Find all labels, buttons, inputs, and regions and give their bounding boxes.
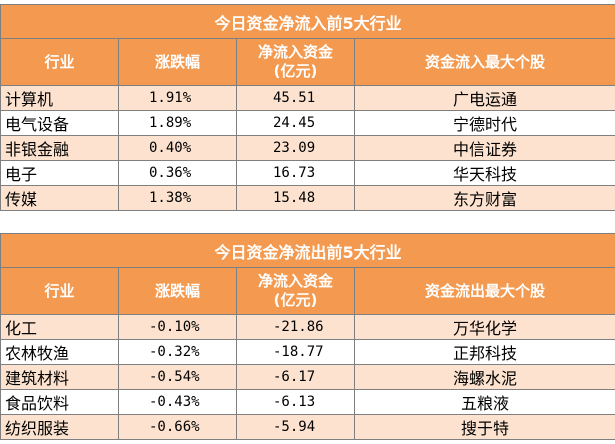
stock-cell: 宁德时代 (353, 110, 615, 136)
industry-cell: 电子 (0, 160, 119, 186)
industry-cell: 纺织服装 (0, 414, 119, 440)
outflow-header-change: 涨跌幅 (118, 267, 237, 315)
table-row: 化工 -0.10% -21.86 万华化学 (0, 314, 615, 340)
inflow-table: 今日资金净流入前5大行业 行业 涨跌幅 净流入资金 (亿元) 资金流入最大个股 … (0, 4, 615, 211)
table-row: 纺织服装 -0.66% -5.94 搜于特 (0, 414, 615, 440)
change-cell: 0.36% (118, 160, 237, 186)
net-cell: -6.17 (236, 364, 355, 390)
stock-cell: 广电运通 (353, 85, 615, 111)
change-cell: -0.32% (118, 339, 237, 365)
table-row: 食品饮料 -0.43% -6.13 五粮液 (0, 389, 615, 415)
net-cell: -6.13 (236, 389, 355, 415)
net-cell: 23.09 (236, 135, 355, 161)
outflow-header-industry: 行业 (0, 267, 119, 315)
inflow-header-change: 涨跌幅 (118, 38, 237, 86)
table-row: 电子 0.36% 16.73 华天科技 (0, 160, 615, 186)
outflow-header-net-line2: (亿元) (273, 291, 318, 309)
inflow-header-stock: 资金流入最大个股 (353, 38, 615, 86)
industry-cell: 化工 (0, 314, 119, 340)
stock-cell: 搜于特 (353, 414, 615, 440)
net-cell: 16.73 (236, 160, 355, 186)
table-row: 非银金融 0.40% 23.09 中信证券 (0, 135, 615, 161)
outflow-header-net: 净流入资金 (亿元) (236, 267, 355, 315)
change-cell: 1.91% (118, 85, 237, 111)
industry-cell: 食品饮料 (0, 389, 119, 415)
change-cell: -0.66% (118, 414, 237, 440)
outflow-title: 今日资金净流出前5大行业 (0, 233, 615, 268)
industry-cell: 农林牧渔 (0, 339, 119, 365)
inflow-header-net-line2: (亿元) (273, 62, 318, 80)
stock-cell: 华天科技 (353, 160, 615, 186)
outflow-header-stock: 资金流出最大个股 (353, 267, 615, 315)
table-row: 电气设备 1.89% 24.45 宁德时代 (0, 110, 615, 136)
inflow-title: 今日资金净流入前5大行业 (0, 4, 615, 39)
industry-cell: 建筑材料 (0, 364, 119, 390)
inflow-header-net-line1: 净流入资金 (257, 43, 333, 61)
stock-cell: 正邦科技 (353, 339, 615, 365)
net-cell: 24.45 (236, 110, 355, 136)
net-cell: -5.94 (236, 414, 355, 440)
change-cell: 1.89% (118, 110, 237, 136)
change-cell: -0.10% (118, 314, 237, 340)
stock-cell: 五粮液 (353, 389, 615, 415)
industry-cell: 传媒 (0, 185, 119, 211)
net-cell: -21.86 (236, 314, 355, 340)
stock-cell: 东方财富 (353, 185, 615, 211)
inflow-header-net: 净流入资金 (亿元) (236, 38, 355, 86)
industry-cell: 计算机 (0, 85, 119, 111)
outflow-table: 今日资金净流出前5大行业 行业 涨跌幅 净流入资金 (亿元) 资金流出最大个股 … (0, 233, 615, 440)
industry-cell: 非银金融 (0, 135, 119, 161)
change-cell: 1.38% (118, 185, 237, 211)
net-cell: 15.48 (236, 185, 355, 211)
stock-cell: 万华化学 (353, 314, 615, 340)
change-cell: 0.40% (118, 135, 237, 161)
change-cell: -0.43% (118, 389, 237, 415)
table-row: 传媒 1.38% 15.48 东方财富 (0, 185, 615, 211)
outflow-header-net-line1: 净流入资金 (257, 272, 333, 290)
net-cell: -18.77 (236, 339, 355, 365)
change-cell: -0.54% (118, 364, 237, 390)
stock-cell: 海螺水泥 (353, 364, 615, 390)
table-row: 建筑材料 -0.54% -6.17 海螺水泥 (0, 364, 615, 390)
stock-cell: 中信证券 (353, 135, 615, 161)
table-row: 计算机 1.91% 45.51 广电运通 (0, 85, 615, 111)
table-row: 农林牧渔 -0.32% -18.77 正邦科技 (0, 339, 615, 365)
net-cell: 45.51 (236, 85, 355, 111)
inflow-header-industry: 行业 (0, 38, 119, 86)
industry-cell: 电气设备 (0, 110, 119, 136)
